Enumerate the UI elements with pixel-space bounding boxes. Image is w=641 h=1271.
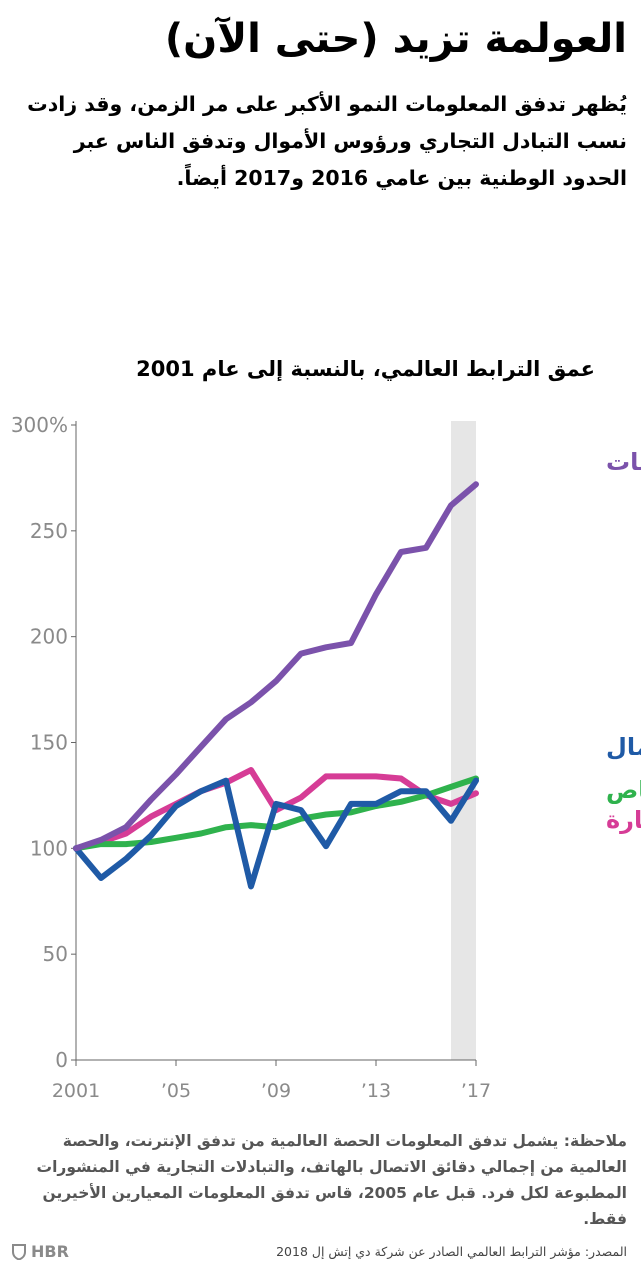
- y-tick-label: 100: [30, 836, 68, 860]
- chart-source: المصدر: مؤشر الترابط العالمي الصادر عن ش…: [276, 1244, 627, 1259]
- y-tick-label: 300%: [11, 413, 68, 437]
- x-tick-label: ’05: [161, 1080, 191, 1102]
- y-tick-label: 200: [30, 625, 68, 649]
- x-tick-label: ’17: [461, 1080, 491, 1102]
- y-tick-label: 150: [30, 731, 68, 755]
- legend-capital: رأس المال: [606, 731, 641, 761]
- brand-name: HBR: [31, 1242, 69, 1261]
- legend-information: المعلومات: [606, 448, 641, 476]
- line-chart: 0 50 100 150 200 250 300% 2001 ’05 ’09 ’13 ’17 المع…: [11, 413, 641, 1102]
- brand-logo: HBR: [12, 1242, 69, 1262]
- y-tick-label: 0: [55, 1048, 68, 1072]
- information-line: [73, 481, 479, 852]
- chart-note: ملاحظة: يشمل تدفق المعلومات الحصة العالم…: [36, 1132, 627, 1228]
- highlight-band-layer: [451, 421, 476, 1060]
- capital-line: [73, 777, 479, 890]
- x-tick-label: ’09: [261, 1080, 291, 1102]
- chart-title: عمق الترابط العالمي، بالنسبة إلى عام 200…: [136, 357, 595, 381]
- legend-layer: المعلومات رأس المال الأشخاصالتجارة: [606, 448, 641, 834]
- y-tick-label: 250: [30, 519, 68, 543]
- page-subtitle: يُظهر تدفق المعلومات النمو الأكبر على مر…: [27, 92, 627, 190]
- series-layer: [73, 481, 479, 890]
- y-tick-label: 50: [43, 942, 68, 966]
- legend-people: الأشخاص: [606, 775, 641, 804]
- legend-trade: التجارة: [606, 806, 641, 834]
- page-title: العولمة تزيد (حتى الآن): [164, 16, 627, 62]
- highlight-band: [451, 421, 476, 1060]
- axis-layer: 0 50 100 150 200 250 300% 2001 ’05 ’09 ’13 ’17: [11, 413, 491, 1102]
- x-tick-label: ’13: [361, 1080, 391, 1102]
- hbr-shield-icon: [12, 1244, 26, 1260]
- x-tick-label: 2001: [52, 1080, 100, 1102]
